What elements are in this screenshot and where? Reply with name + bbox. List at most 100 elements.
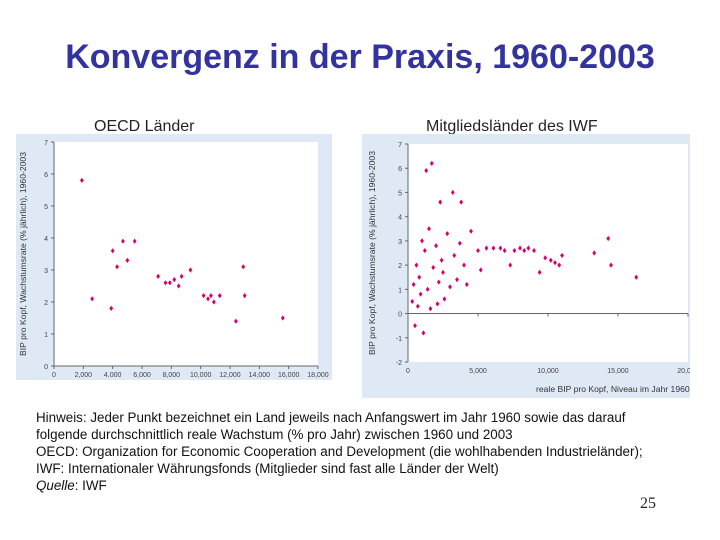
data-point bbox=[121, 238, 125, 244]
data-point bbox=[115, 264, 119, 270]
data-point bbox=[450, 189, 455, 196]
x-tick-label: 15,000 bbox=[607, 368, 629, 375]
note-line: Hinweis: Jeder Punkt bezeichnet ein Land… bbox=[36, 410, 626, 425]
y-tick-label: 1 bbox=[398, 287, 402, 294]
slide-title: Konvergenz in der Praxis, 1960-2003 bbox=[65, 38, 655, 76]
data-point bbox=[125, 257, 130, 263]
data-point bbox=[634, 274, 639, 280]
x-tick-label: 4,000 bbox=[104, 372, 122, 379]
y-tick-label: 4 bbox=[398, 215, 402, 222]
source-label: Quelle bbox=[36, 478, 75, 493]
source-line: Quelle: IWF bbox=[36, 477, 696, 494]
data-point bbox=[484, 245, 489, 251]
chart-title-oecd: OECD Länder bbox=[94, 118, 195, 135]
data-point bbox=[418, 291, 423, 297]
y-tick-label: 5 bbox=[398, 190, 402, 197]
data-point bbox=[79, 177, 84, 183]
data-point bbox=[188, 267, 193, 273]
data-point bbox=[491, 245, 496, 251]
data-point bbox=[439, 257, 444, 263]
data-point bbox=[410, 298, 415, 305]
data-point bbox=[415, 303, 420, 309]
y-tick-label: 3 bbox=[398, 239, 402, 246]
data-point bbox=[478, 267, 483, 273]
y-tick-label: 4 bbox=[44, 236, 48, 243]
data-point bbox=[241, 264, 246, 270]
note-line: folgende durchschnittlich reale Wachstum… bbox=[36, 427, 513, 442]
plot-area bbox=[408, 144, 688, 362]
data-point bbox=[206, 296, 210, 302]
y-tick-label: 1 bbox=[44, 332, 48, 339]
data-point bbox=[110, 248, 115, 254]
data-point bbox=[417, 274, 422, 280]
data-point bbox=[532, 247, 536, 254]
x-tick-label: 16,000 bbox=[278, 372, 300, 379]
data-point bbox=[167, 280, 172, 286]
data-point bbox=[609, 262, 613, 268]
plot-area bbox=[54, 142, 318, 366]
note-line: IWF: Internationaler Währungsfonds (Mitg… bbox=[36, 461, 499, 476]
x-tick-label: 14,000 bbox=[249, 372, 271, 379]
imf-chart-panel: -2 -1 0 1 2 3 4 5 6 7 0 5,000 10,000 15,000 20,000 real… bbox=[362, 134, 690, 398]
data-point bbox=[508, 262, 513, 268]
y-tick-label: -1 bbox=[396, 336, 402, 343]
data-point bbox=[537, 269, 542, 275]
y-tick-label: 2 bbox=[44, 300, 48, 307]
data-point bbox=[464, 281, 469, 288]
data-point bbox=[438, 199, 443, 205]
data-point bbox=[560, 252, 564, 259]
y-tick-label: 0 bbox=[398, 312, 402, 319]
y-tick-label: 6 bbox=[44, 172, 48, 179]
data-point bbox=[90, 296, 95, 302]
y-axis-label: BIP pro Kopf, Wachstumsrate (% jährlich)… bbox=[367, 151, 377, 355]
data-point bbox=[163, 280, 168, 286]
data-point bbox=[435, 301, 440, 307]
y-tick-label: 0 bbox=[44, 364, 48, 371]
data-point bbox=[543, 255, 548, 261]
data-point bbox=[606, 235, 611, 242]
data-point bbox=[526, 245, 531, 251]
x-tick-label: 18,000 bbox=[307, 372, 329, 379]
oecd-chart-panel: 0 1 2 3 4 5 6 7 0 2,000 4,000 6,000 8,000 10,000 12,00… bbox=[16, 134, 332, 380]
x-tick-label: 20,000 bbox=[677, 368, 690, 375]
page-number: 25 bbox=[640, 495, 656, 512]
y-tick-label: 6 bbox=[398, 166, 402, 173]
data-point bbox=[132, 238, 137, 244]
data-point bbox=[411, 281, 416, 288]
data-point bbox=[518, 245, 522, 251]
x-tick-label: 10,000 bbox=[190, 372, 212, 379]
x-tick-label: 5,000 bbox=[469, 368, 487, 375]
y-tick-label: 7 bbox=[398, 142, 402, 149]
data-point bbox=[512, 247, 517, 254]
data-point bbox=[557, 262, 562, 268]
x-tick-label: 10,000 bbox=[537, 368, 559, 375]
x-axis-label: reale BIP pro Kopf, Niveau im Jahr 1960 bbox=[536, 384, 690, 394]
y-tick-label: 3 bbox=[44, 268, 48, 275]
data-point bbox=[436, 279, 441, 285]
data-point bbox=[428, 306, 433, 312]
data-point bbox=[592, 250, 597, 256]
data-point bbox=[233, 318, 238, 324]
data-point bbox=[522, 247, 527, 254]
x-tick-label: 8,000 bbox=[163, 372, 181, 379]
data-point bbox=[459, 199, 464, 205]
data-point bbox=[445, 231, 450, 237]
data-point bbox=[176, 283, 181, 289]
imf-scatter-chart: -2 -1 0 1 2 3 4 5 6 7 0 5,000 10,000 15,000 20,000 real… bbox=[367, 142, 690, 394]
data-point bbox=[425, 286, 430, 292]
data-point bbox=[280, 315, 285, 321]
data-point bbox=[414, 262, 419, 268]
source-value: : IWF bbox=[74, 478, 107, 493]
data-point bbox=[498, 245, 503, 251]
data-point bbox=[211, 299, 216, 305]
data-point bbox=[429, 160, 434, 166]
data-point bbox=[502, 247, 507, 254]
chart-title-imf: Mitgliedsländer des IWF bbox=[426, 118, 598, 135]
data-point bbox=[422, 247, 427, 254]
data-point bbox=[548, 257, 553, 263]
y-tick-label: -2 bbox=[396, 360, 402, 367]
data-point bbox=[442, 296, 447, 302]
footnote: Hinweis: Jeder Punkt bezeichnet ein Land… bbox=[36, 409, 696, 494]
x-tick-label: 12,000 bbox=[219, 372, 241, 379]
note-line: OECD: Organization for Economic Cooperat… bbox=[36, 444, 643, 459]
